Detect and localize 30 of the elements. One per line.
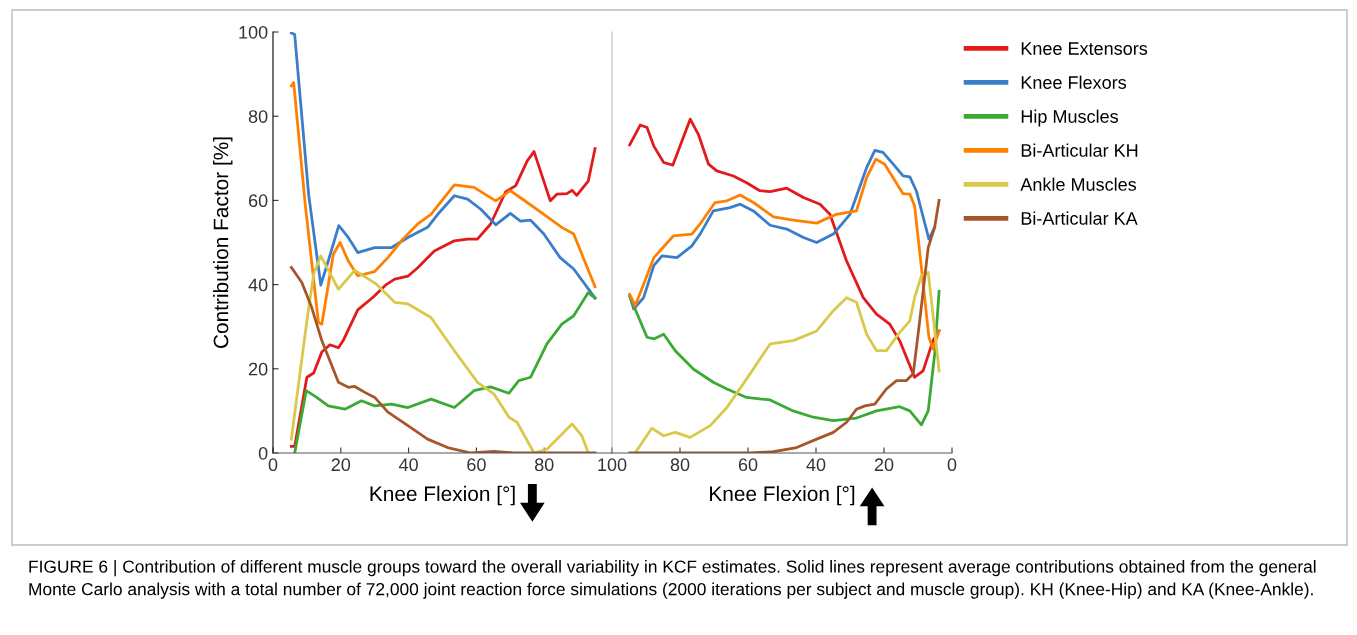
x-axis-title: Knee Flexion [°] [710, 485, 855, 506]
x-tick-label: 20 [874, 458, 894, 472]
x-tick-label: 60 [467, 458, 486, 472]
x-axis-title: Knee Flexion [°] [370, 485, 515, 506]
line-series [289, 81, 597, 326]
y-tick-label: 60 [248, 194, 268, 208]
x-tick-label: 0 [947, 458, 957, 472]
x-tick-label: 40 [398, 458, 418, 472]
x-tick-label: 40 [806, 458, 826, 472]
legend-label: Knee Extensors [1021, 42, 1148, 55]
y-tick-label: 40 [248, 278, 268, 292]
x-tick-label: 80 [670, 458, 690, 472]
y-tick-label: 80 [248, 110, 268, 123]
x-tick-label: 20 [331, 458, 351, 472]
y-tick-label: 0 [258, 446, 268, 460]
y-tick-label: 100 [239, 25, 268, 39]
caption: FIGURE 6 | Contribution of different muscle groups toward the overall variability in KCF estimates. Solid lines represent average contributions obtained from the general Monte Carlo analysis with a total number of 72,000 joint reaction force simulations (2000 iterations per subject and muscle group). KH (Knee-Hip) and KA (Knee-Ankle). [29, 560, 1316, 599]
x-tick-label: 60 [738, 458, 758, 472]
legend-label: Knee Flexors [1021, 75, 1127, 89]
x-tick-label: 80 [534, 458, 554, 472]
x-tick-label: 0 [268, 458, 278, 472]
legend-label: Bi-Articular KA [1021, 211, 1138, 225]
legend-label: Bi-Articular KH [1021, 143, 1138, 157]
legend-label: Ankle Muscles [1020, 177, 1137, 191]
legend-label: Hip Muscles [1021, 109, 1118, 127]
y-axis-title: Contribution Factor [%] [213, 137, 233, 348]
y-tick-label: 20 [248, 362, 268, 376]
line-series [289, 32, 597, 300]
x-tick-label: 100 [598, 458, 627, 472]
line-series [289, 147, 597, 448]
